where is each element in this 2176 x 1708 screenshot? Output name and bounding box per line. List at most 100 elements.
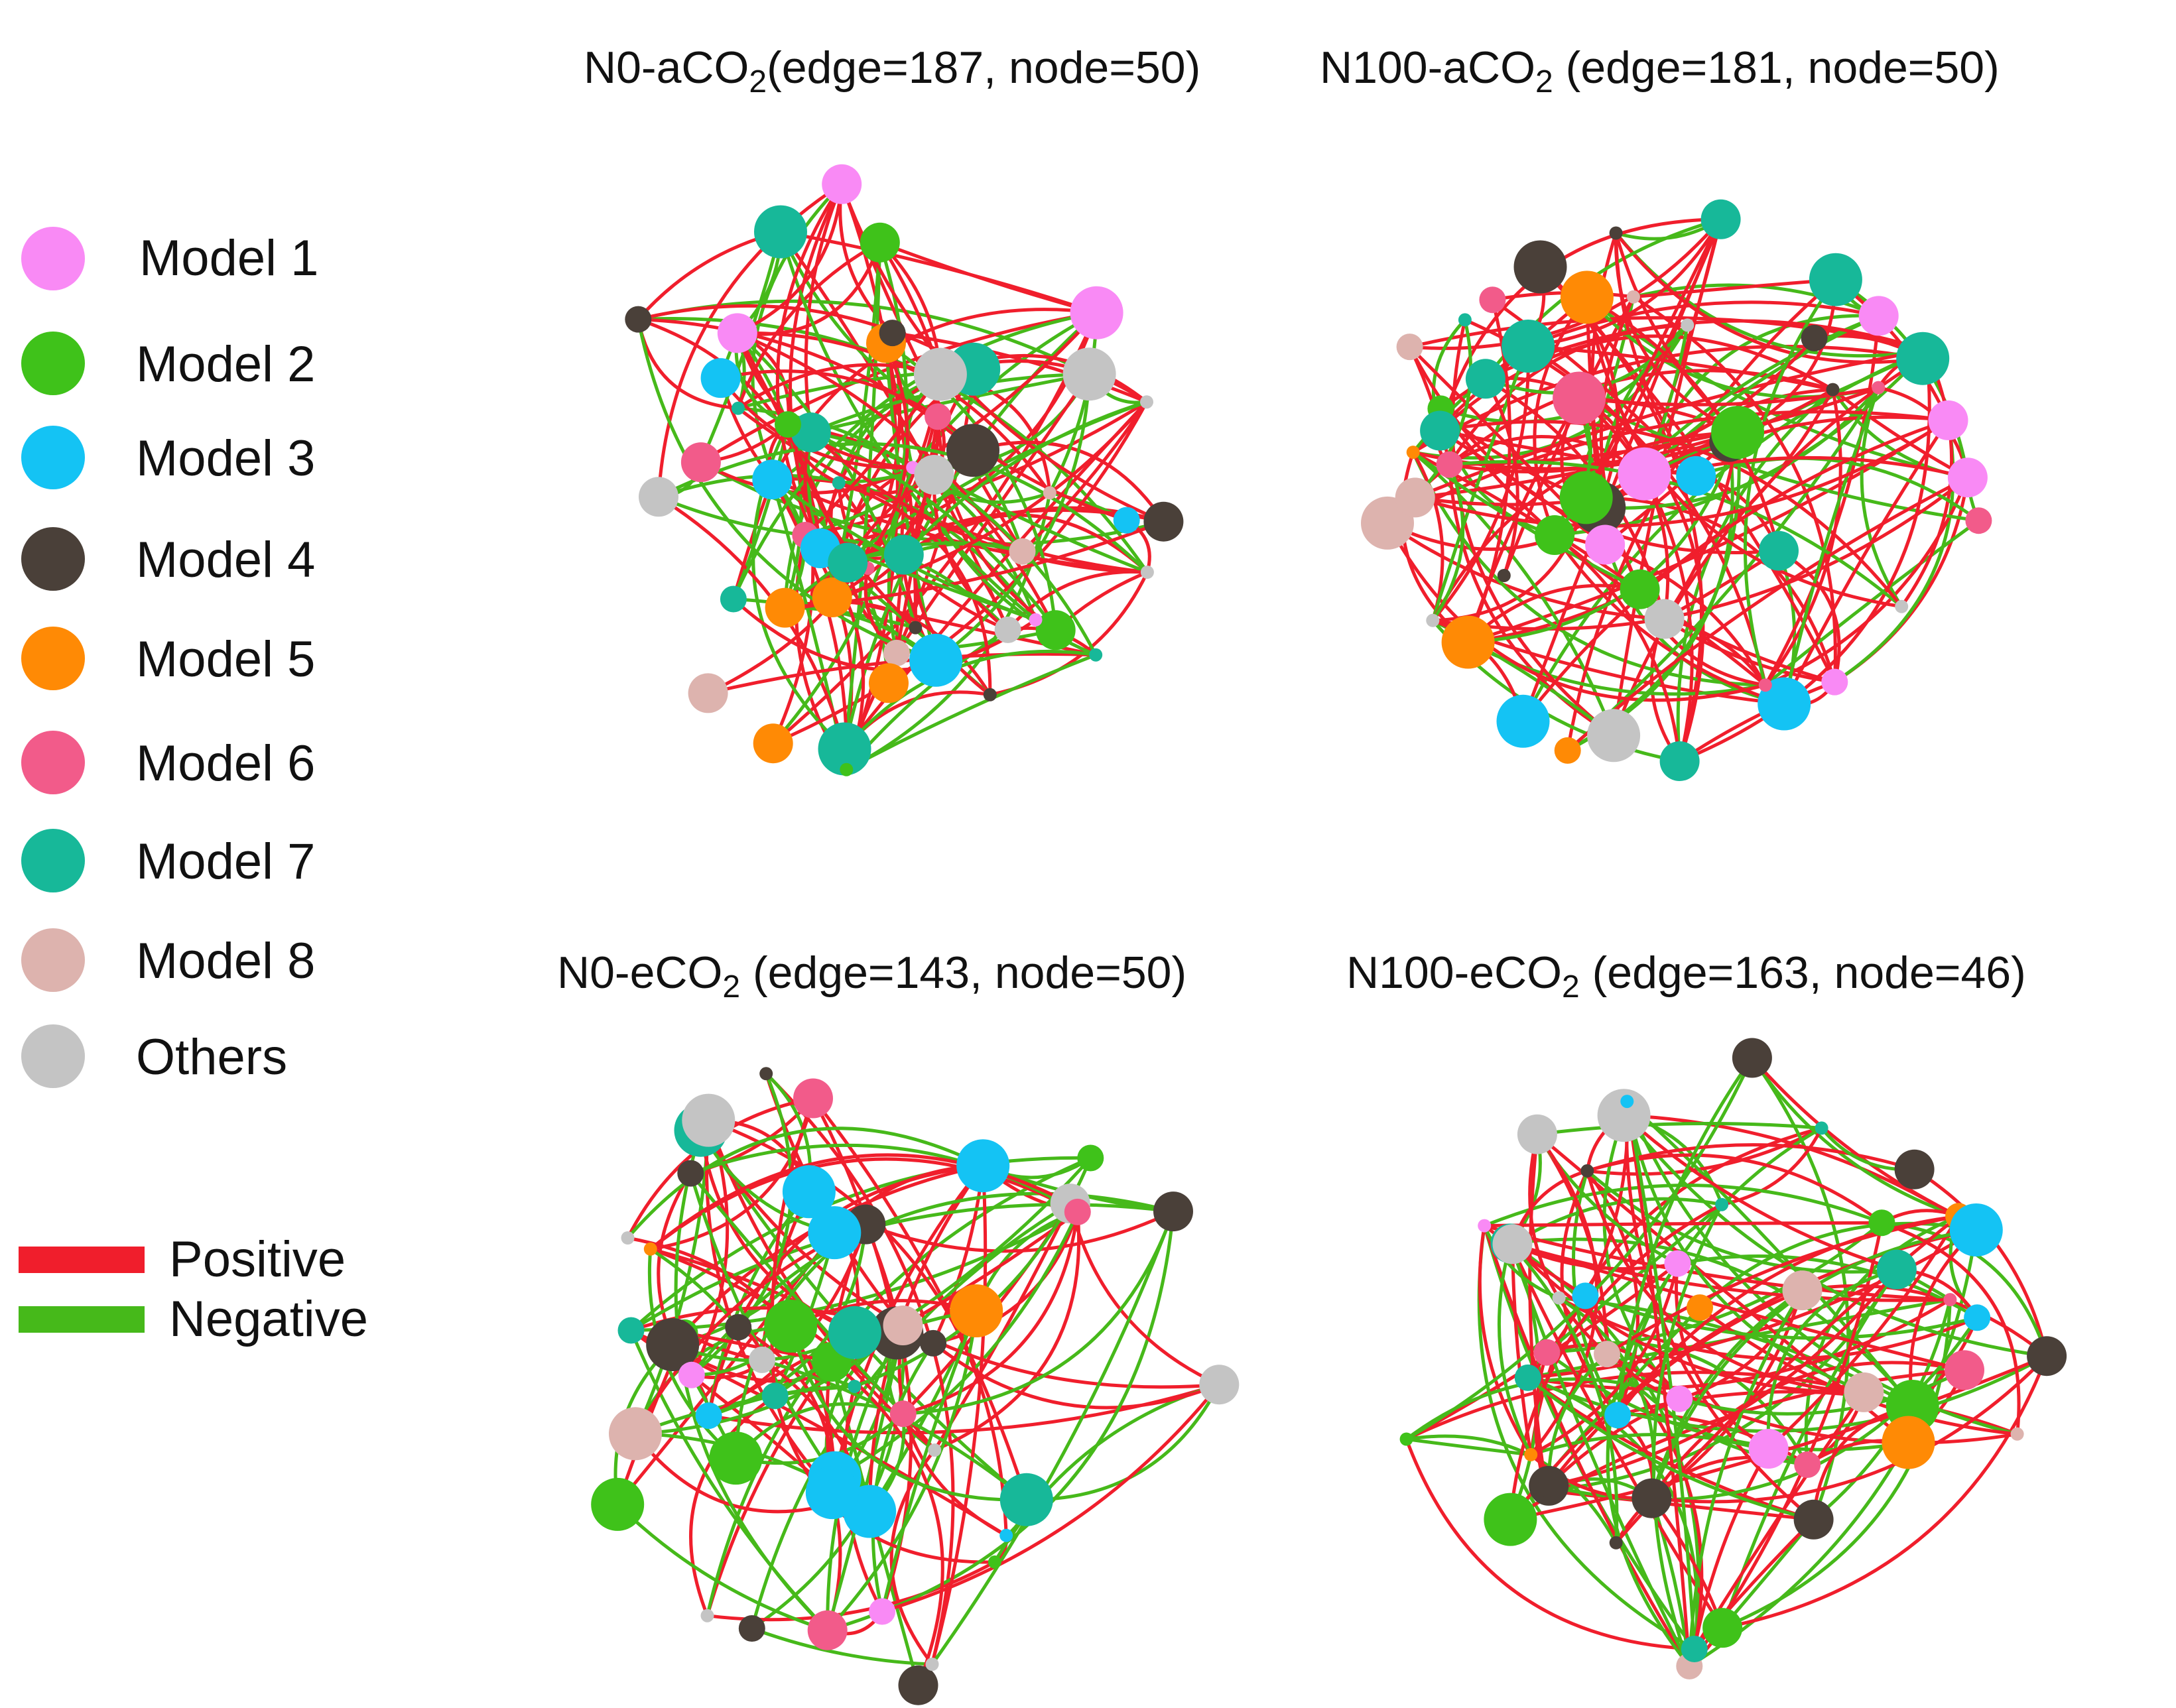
network-node — [946, 424, 999, 477]
network-node — [1947, 457, 1988, 498]
network-edge — [671, 1231, 836, 1347]
network-node — [1153, 1191, 1193, 1232]
network-edge — [1553, 533, 1682, 763]
network-edge — [1625, 1099, 1816, 1522]
network-edge — [1068, 1201, 1221, 1386]
legend-swatch-negative — [19, 1306, 145, 1333]
network-node — [1594, 1341, 1620, 1368]
network-edge — [830, 1360, 944, 1687]
network-node — [1399, 1432, 1413, 1446]
network-edge — [1413, 318, 1472, 499]
network-edge — [1484, 377, 1519, 578]
network-node — [869, 1598, 896, 1625]
network-node — [1758, 677, 1811, 731]
network-node — [818, 722, 871, 776]
network-edge — [1413, 418, 1950, 528]
network-edge — [736, 241, 882, 410]
network-node — [1868, 1209, 1895, 1237]
network-node — [1426, 613, 1440, 627]
network-edge — [1880, 1221, 2049, 1358]
network-edge — [1585, 1143, 1917, 1173]
network-node — [1077, 1144, 1104, 1172]
network-edge — [826, 1323, 905, 1632]
network-node — [717, 313, 757, 353]
network-node — [1732, 1038, 1772, 1078]
network-edge — [1678, 680, 1836, 763]
network-node — [793, 1078, 833, 1119]
network-edge — [706, 1119, 1008, 1538]
network-edge — [826, 1209, 1175, 1632]
network-node — [1949, 1203, 2003, 1256]
network-edge — [779, 230, 1099, 315]
network-edge — [771, 311, 1099, 745]
network-node — [688, 673, 728, 713]
network-node — [1702, 1608, 1743, 1648]
network-node — [765, 587, 805, 628]
network-node — [677, 1160, 704, 1187]
network-node — [1009, 538, 1036, 565]
network-node — [822, 164, 862, 204]
network-edge — [1521, 418, 1950, 723]
network-node — [1664, 1250, 1691, 1277]
network-node — [889, 1400, 917, 1428]
legend-label-negative: Negative — [169, 1291, 368, 1347]
network-edge — [732, 311, 1099, 601]
network-node — [1748, 1429, 1789, 1469]
network-node — [1587, 709, 1641, 762]
network-edge — [889, 1448, 936, 1666]
network-node — [2010, 1427, 2024, 1441]
network-node — [999, 1528, 1013, 1542]
network-node — [1113, 507, 1140, 534]
network-node — [883, 639, 910, 666]
network-edge — [1482, 1221, 1884, 1228]
network-node — [1554, 737, 1581, 764]
network-node — [1029, 613, 1043, 627]
network-edge — [1614, 231, 1740, 434]
network-node — [1441, 615, 1495, 669]
network-edge — [930, 1209, 1175, 1666]
network-node — [1572, 1282, 1599, 1310]
network-edge — [1585, 1169, 1866, 1394]
network-edge — [1616, 1126, 1824, 1417]
network-node — [1659, 741, 1700, 781]
network-edge — [636, 299, 1092, 376]
network-edge — [1526, 1298, 1952, 1390]
legend-label-model-8: Model 8 — [136, 933, 315, 989]
legend-swatch-model-2 — [21, 332, 85, 395]
network-edge — [657, 442, 1149, 574]
network-node — [1436, 451, 1463, 478]
network-edge — [736, 182, 844, 335]
network-node — [1517, 1114, 1557, 1154]
network-node — [914, 455, 954, 495]
network-node — [988, 1555, 1001, 1569]
network-node — [860, 222, 900, 263]
network-edge — [1602, 1113, 1681, 1401]
network-node — [725, 1313, 752, 1341]
network-edge — [1511, 1242, 1966, 1372]
network-node — [639, 477, 678, 517]
network-node — [1620, 1095, 1634, 1109]
network-edge — [1698, 1221, 1978, 1310]
network-node — [925, 403, 952, 430]
network-node — [1465, 359, 1505, 399]
network-node — [828, 1306, 881, 1359]
network-edge — [804, 182, 844, 434]
network-node — [956, 1139, 1010, 1193]
network-edge — [1509, 1241, 1619, 1545]
network-node — [1552, 1291, 1566, 1305]
network-node — [591, 1477, 645, 1531]
network-edge — [1482, 1224, 1561, 1300]
network-node — [1496, 694, 1550, 748]
network-edge — [833, 1210, 1080, 1480]
network-n100-aco2 — [1361, 199, 1992, 781]
network-edge — [1625, 1099, 1691, 1668]
network-edge — [1405, 1056, 1754, 1441]
network-edge — [811, 1097, 1029, 1502]
legend-swatch-model-8 — [21, 928, 85, 992]
network-node — [709, 1432, 763, 1485]
network-edge — [1736, 278, 1838, 434]
network-node — [869, 663, 909, 703]
legend-label-model-2: Model 2 — [136, 336, 315, 393]
network-node — [1965, 507, 1992, 534]
network-node — [1928, 400, 1968, 440]
